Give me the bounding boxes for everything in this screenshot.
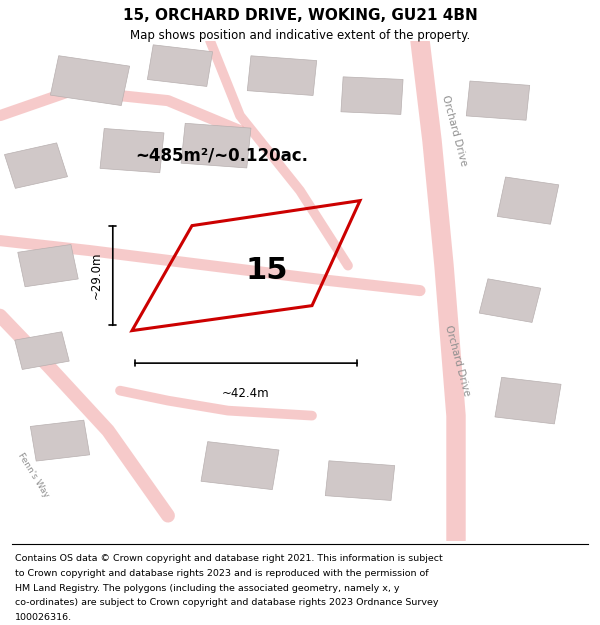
Bar: [148, 45, 212, 86]
Text: Orchard Drive: Orchard Drive: [443, 324, 472, 398]
Bar: [4, 143, 68, 188]
Bar: [201, 442, 279, 489]
Bar: [181, 123, 251, 168]
Text: co-ordinates) are subject to Crown copyright and database rights 2023 Ordnance S: co-ordinates) are subject to Crown copyr…: [15, 598, 439, 608]
Text: 15, ORCHARD DRIVE, WOKING, GU21 4BN: 15, ORCHARD DRIVE, WOKING, GU21 4BN: [122, 8, 478, 23]
Text: ~29.0m: ~29.0m: [89, 252, 103, 299]
Bar: [15, 332, 69, 369]
Text: Fenn's Way: Fenn's Way: [16, 452, 50, 499]
Text: Contains OS data © Crown copyright and database right 2021. This information is : Contains OS data © Crown copyright and d…: [15, 554, 443, 563]
Text: ~485m²/~0.120ac.: ~485m²/~0.120ac.: [136, 147, 308, 164]
Bar: [497, 177, 559, 224]
Bar: [466, 81, 530, 120]
Bar: [100, 129, 164, 173]
Bar: [341, 77, 403, 114]
Text: HM Land Registry. The polygons (including the associated geometry, namely x, y: HM Land Registry. The polygons (includin…: [15, 584, 400, 592]
Text: to Crown copyright and database rights 2023 and is reproduced with the permissio: to Crown copyright and database rights 2…: [15, 569, 428, 578]
Bar: [50, 56, 130, 106]
Text: 100026316.: 100026316.: [15, 613, 72, 622]
Bar: [31, 420, 89, 461]
Bar: [247, 56, 317, 96]
Bar: [495, 378, 561, 424]
Text: Map shows position and indicative extent of the property.: Map shows position and indicative extent…: [130, 29, 470, 42]
Text: Orchard Drive: Orchard Drive: [440, 94, 469, 168]
Bar: [325, 461, 395, 501]
Bar: [479, 279, 541, 322]
Text: 15: 15: [246, 256, 288, 285]
Bar: [18, 244, 78, 287]
Text: ~42.4m: ~42.4m: [222, 387, 270, 399]
